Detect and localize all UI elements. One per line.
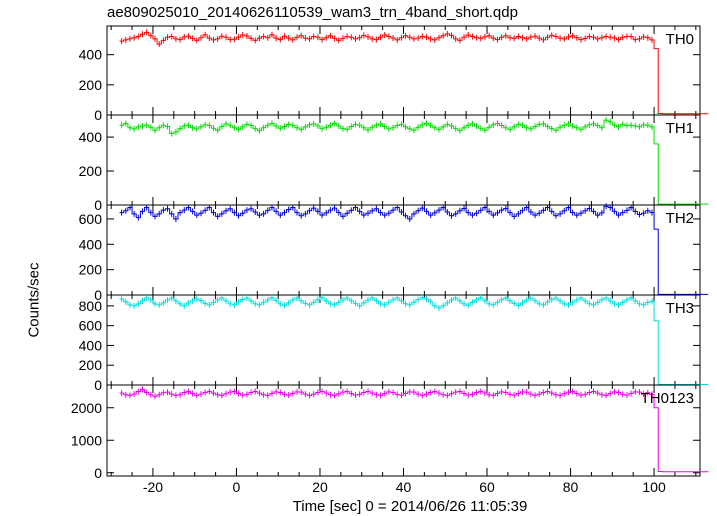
x-axis-label: Time [sec] 0 = 2014/06/26 11:05:39 bbox=[292, 498, 528, 515]
series-line-th1 bbox=[119, 119, 709, 205]
panel-label-th3: TH3 bbox=[666, 300, 694, 317]
y-tick-label-th3: 800 bbox=[79, 298, 103, 314]
y-tick-label-th0123: 2000 bbox=[71, 400, 102, 416]
y-tick-label-th0: 200 bbox=[79, 77, 103, 93]
y-tick-label-th0: 400 bbox=[79, 47, 103, 63]
error-bars-th0 bbox=[121, 29, 653, 48]
panel-label-th0123: TH0123 bbox=[641, 390, 694, 407]
series-line-th0123 bbox=[119, 389, 709, 473]
error-bars-th3 bbox=[121, 294, 653, 311]
x-tick-label: -20 bbox=[143, 479, 163, 495]
panel-frame-th2 bbox=[106, 204, 701, 296]
y-tick-label-th0: 0 bbox=[94, 107, 102, 123]
panel-frame-th3 bbox=[106, 294, 701, 386]
panel-frame-th0123 bbox=[106, 384, 701, 477]
y-tick-label-th2: 0 bbox=[94, 287, 102, 303]
series-line-th0 bbox=[119, 31, 709, 115]
y-tick-label-th0123: 0 bbox=[94, 465, 102, 481]
error-bars-th0123 bbox=[121, 386, 653, 400]
series-line-th3 bbox=[119, 296, 709, 386]
chart-title: ae809025010_20140626110539_wam3_trn_4ban… bbox=[107, 4, 518, 21]
series-line-th2 bbox=[119, 205, 709, 295]
y-tick-label-th3: 600 bbox=[79, 318, 103, 334]
x-tick-label: 20 bbox=[312, 479, 328, 495]
panel-label-th0: TH0 bbox=[666, 31, 694, 48]
panel-frame-th0 bbox=[106, 25, 701, 116]
y-tick-label-th2: 600 bbox=[79, 211, 103, 227]
y-tick-label-th1: 0 bbox=[94, 197, 102, 213]
y-tick-label-th2: 400 bbox=[79, 236, 103, 252]
y-tick-label-th3: 0 bbox=[94, 377, 102, 393]
x-tick-label: 40 bbox=[396, 479, 412, 495]
error-bars-th2 bbox=[121, 203, 653, 222]
y-tick-label-th1: 200 bbox=[79, 163, 103, 179]
x-tick-label: 0 bbox=[233, 479, 241, 495]
panel-label-th1: TH1 bbox=[666, 120, 694, 137]
y-tick-label-th1: 400 bbox=[79, 129, 103, 145]
y-tick-label-th2: 200 bbox=[79, 262, 103, 278]
error-bars-th1 bbox=[121, 117, 653, 137]
panel-label-th2: TH2 bbox=[666, 210, 694, 227]
x-tick-label: 60 bbox=[479, 479, 495, 495]
y-tick-label-th3: 400 bbox=[79, 337, 103, 353]
y-tick-label-th3: 200 bbox=[79, 357, 103, 373]
y-tick-label-th0123: 1000 bbox=[71, 432, 102, 448]
x-tick-label: 100 bbox=[642, 479, 666, 495]
x-tick-label: 80 bbox=[563, 479, 579, 495]
